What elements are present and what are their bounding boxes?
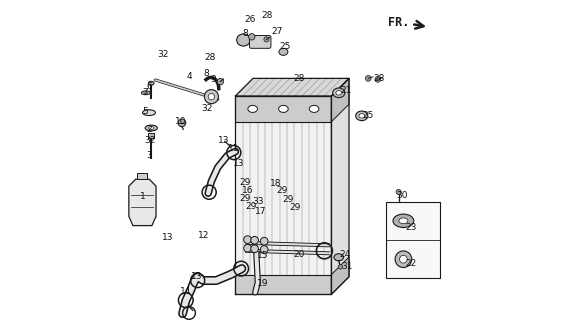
Text: 13: 13 (233, 159, 245, 168)
Ellipse shape (310, 105, 319, 112)
Ellipse shape (145, 125, 157, 131)
Text: 33: 33 (252, 197, 263, 206)
Ellipse shape (393, 214, 414, 228)
Ellipse shape (144, 92, 148, 94)
Ellipse shape (334, 254, 344, 261)
Text: 3: 3 (146, 151, 153, 160)
Circle shape (375, 76, 381, 82)
Circle shape (244, 244, 251, 252)
Text: 31: 31 (341, 262, 353, 271)
FancyBboxPatch shape (250, 36, 271, 48)
Text: 2: 2 (147, 125, 152, 134)
Text: 32: 32 (144, 136, 156, 145)
Text: 16: 16 (242, 186, 254, 195)
Text: 29: 29 (276, 186, 287, 195)
Text: 29: 29 (239, 194, 251, 203)
Text: 29: 29 (283, 196, 294, 204)
Text: 28: 28 (262, 12, 273, 20)
Polygon shape (129, 179, 156, 226)
Bar (235, 275, 331, 294)
Polygon shape (235, 96, 331, 294)
Text: 23: 23 (406, 223, 417, 232)
Circle shape (365, 76, 371, 81)
Text: 18: 18 (270, 180, 281, 188)
Ellipse shape (279, 48, 288, 55)
Text: 25: 25 (363, 111, 374, 120)
Text: 19: 19 (257, 279, 268, 288)
Text: 26: 26 (244, 15, 255, 24)
Circle shape (400, 255, 407, 263)
Circle shape (260, 246, 268, 253)
Text: 4: 4 (186, 72, 192, 81)
Circle shape (396, 189, 401, 195)
Text: 32: 32 (201, 104, 212, 113)
Ellipse shape (142, 110, 156, 116)
Polygon shape (331, 78, 349, 294)
Circle shape (251, 245, 258, 253)
Text: 29: 29 (289, 204, 300, 212)
Text: 12: 12 (198, 231, 209, 240)
Circle shape (217, 78, 223, 85)
Text: 14: 14 (180, 287, 192, 296)
Circle shape (264, 37, 269, 42)
Ellipse shape (149, 126, 154, 130)
Text: 9: 9 (210, 76, 216, 84)
Ellipse shape (279, 105, 288, 112)
Circle shape (208, 93, 214, 100)
Text: 28: 28 (374, 74, 385, 83)
Bar (386, 202, 440, 278)
Text: 6: 6 (146, 82, 153, 91)
Text: 10: 10 (175, 117, 187, 126)
Text: 21: 21 (340, 86, 352, 95)
Ellipse shape (148, 81, 154, 85)
Ellipse shape (333, 88, 345, 98)
Bar (235, 96, 331, 122)
Text: 28: 28 (294, 74, 305, 83)
Text: 24: 24 (339, 250, 350, 259)
Text: 32: 32 (158, 50, 169, 59)
Circle shape (249, 34, 255, 40)
Circle shape (251, 236, 258, 244)
Text: 8: 8 (242, 29, 248, 38)
Ellipse shape (141, 91, 150, 95)
Text: 11: 11 (228, 144, 239, 153)
Polygon shape (235, 78, 349, 96)
Text: 27: 27 (271, 28, 283, 36)
Ellipse shape (248, 105, 258, 112)
Text: FR.: FR. (388, 16, 410, 29)
Text: 15: 15 (257, 252, 268, 260)
Ellipse shape (237, 34, 250, 46)
Text: 17: 17 (255, 207, 267, 216)
Circle shape (178, 119, 186, 127)
Text: 8: 8 (203, 69, 210, 78)
Bar (148, 133, 154, 138)
Circle shape (244, 236, 251, 244)
Text: 1: 1 (140, 192, 145, 201)
Text: 28: 28 (204, 53, 215, 62)
Text: 13: 13 (192, 272, 203, 281)
Circle shape (395, 251, 412, 268)
Text: 7: 7 (142, 88, 148, 97)
Text: 5: 5 (142, 108, 148, 116)
Text: 13: 13 (162, 233, 173, 242)
Text: 25: 25 (279, 42, 291, 51)
Text: 22: 22 (406, 260, 417, 268)
Text: 20: 20 (294, 250, 305, 259)
Ellipse shape (359, 114, 365, 118)
Ellipse shape (356, 111, 368, 121)
Text: 13: 13 (218, 136, 230, 145)
Polygon shape (331, 257, 349, 294)
Text: 29: 29 (239, 178, 251, 187)
Circle shape (205, 90, 218, 104)
Text: 29: 29 (246, 202, 257, 211)
Text: 30: 30 (396, 191, 408, 200)
Circle shape (260, 237, 268, 245)
Ellipse shape (399, 218, 408, 224)
Circle shape (338, 265, 343, 269)
Ellipse shape (336, 91, 341, 95)
Polygon shape (331, 78, 349, 122)
Bar (137, 173, 146, 179)
